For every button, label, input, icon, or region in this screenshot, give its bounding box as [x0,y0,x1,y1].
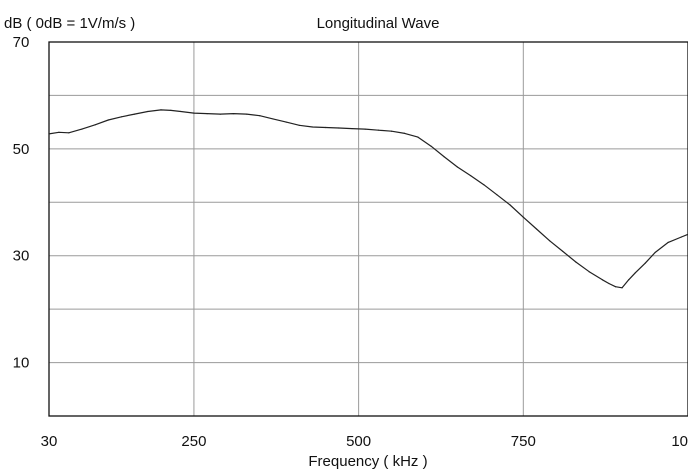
data-point [443,156,445,158]
data-point [232,112,235,115]
grid [49,42,688,416]
data-point [120,116,123,118]
series-points-0 [48,109,688,289]
data-point [575,261,577,263]
series-line-0 [48,109,688,289]
data-point [338,127,340,129]
data-point [430,145,432,147]
data-point [470,174,472,177]
x-tick-label: 30 [41,433,58,450]
x-tick-label: 500 [346,433,371,450]
data-point [94,124,96,126]
data-point [272,118,274,120]
data-point [417,136,419,138]
data-point [496,194,498,196]
data-point [404,132,406,134]
data-point [351,127,353,130]
y-tick-label: 30 [13,248,30,265]
data-point [509,204,511,206]
data-point [285,121,287,123]
data-point [588,271,590,273]
data-point [325,126,327,129]
data-point [246,113,248,115]
data-point [601,279,603,281]
y-tick-label: 10 [13,355,30,372]
data-point [147,110,149,113]
data-point [58,131,60,133]
data-point [535,228,538,230]
y-axis-ticks: 10 30 50 70 [13,34,30,372]
data-point [206,112,208,115]
data-point [680,236,683,238]
x-tick-label: 250 [181,433,206,450]
data-point [621,287,623,289]
data-point [390,130,393,132]
x-axis-ticks: 30 250 500 750 1000 [41,433,688,450]
y-axis-label: dB ( 0dB = 1V/m/s ) [4,15,135,32]
data-point [193,112,195,114]
data-point [134,113,136,115]
x-axis-label: Frequency ( kHz ) [308,453,427,470]
data-point [364,128,366,130]
series-layer [48,109,688,289]
data-point [634,272,636,274]
x-tick-label: 1000 [671,433,688,450]
data-point [81,128,83,130]
data-point [654,251,656,254]
data-point [160,109,162,111]
data-point [522,216,524,218]
chart-title: Longitudinal Wave [317,15,440,32]
data-point [608,282,610,285]
data-point [48,133,50,135]
data-point [107,119,109,121]
y-tick-label: 70 [13,34,30,51]
data-point [259,115,261,117]
data-point [667,241,669,243]
data-point [298,124,300,126]
data-point [562,250,564,253]
data-point [219,113,221,115]
data-point [614,286,617,288]
x-tick-label: 750 [511,433,536,450]
data-point [483,184,485,186]
y-tick-label: 50 [13,141,30,158]
data-point [180,110,182,113]
data-point [549,240,551,242]
data-point [628,279,630,281]
plot-area-frame [48,41,688,417]
data-point [456,166,459,168]
data-point [377,129,379,131]
data-point [68,132,70,134]
data-point [170,109,172,111]
data-point [644,262,646,264]
data-point [311,126,314,128]
